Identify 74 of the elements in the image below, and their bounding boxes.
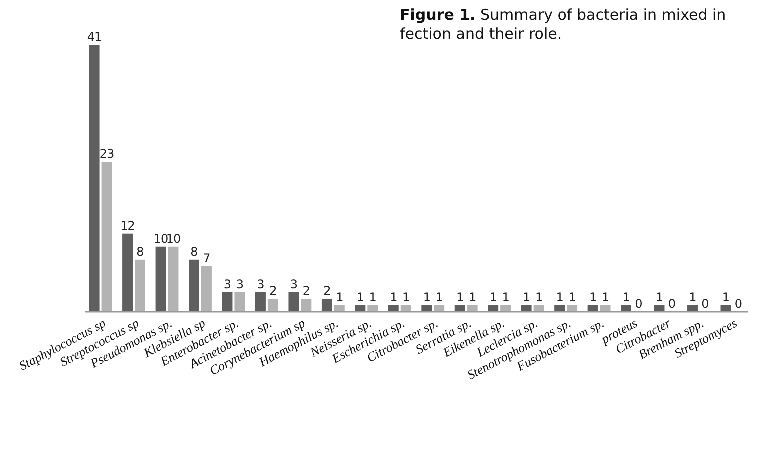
bar: [334, 305, 345, 312]
data-label: 10: [154, 232, 168, 246]
data-label: 3: [290, 277, 298, 292]
bar: [135, 260, 146, 312]
data-label: 2: [270, 284, 277, 298]
data-label: 1: [369, 290, 376, 304]
data-label: 1: [656, 290, 664, 304]
data-label: 1: [456, 290, 464, 304]
data-label: 2: [302, 284, 310, 298]
data-label: 1: [469, 290, 476, 304]
bar: [454, 305, 466, 312]
bar: [621, 305, 632, 312]
data-label: 23: [100, 147, 114, 162]
data-label: 8: [190, 244, 198, 259]
bar: [301, 298, 312, 312]
bar: [567, 305, 578, 312]
data-label: 1: [622, 290, 630, 304]
data-label: 1: [523, 290, 530, 304]
chart-title: Figure 1. Summary of bacteria in mixed in fection and their role.: [400, 6, 726, 43]
bar: [534, 305, 544, 312]
bar: [168, 246, 179, 312]
bar: [122, 234, 134, 312]
bar: [688, 305, 698, 312]
bar: [156, 246, 166, 312]
data-label: 0: [635, 297, 642, 311]
bar: [102, 162, 112, 312]
data-label: 8: [136, 244, 144, 259]
data-label: 1: [423, 290, 430, 304]
bar: [434, 305, 445, 312]
bar: [521, 305, 532, 312]
bar: [322, 298, 332, 312]
data-label: 10: [166, 232, 181, 246]
bar: [467, 305, 478, 312]
bar: [388, 305, 399, 312]
bar: [89, 45, 100, 312]
data-label: 1: [602, 290, 610, 304]
bar: [368, 305, 378, 312]
data-label: 1: [356, 290, 364, 304]
bar: [189, 260, 200, 312]
data-label: 1: [502, 290, 510, 304]
data-label: 1: [589, 290, 597, 304]
data-label: 3: [224, 277, 232, 292]
data-label: 1: [336, 290, 344, 304]
data-label: 0: [702, 297, 709, 311]
data-label: 0: [734, 297, 742, 311]
data-label: 3: [236, 277, 244, 292]
data-label: 7: [203, 251, 210, 266]
bar: [234, 292, 246, 312]
data-label: 1: [689, 290, 696, 304]
data-label: 1: [390, 290, 398, 304]
data-label: 3: [257, 277, 264, 292]
bar: [422, 305, 432, 312]
bar: [588, 305, 598, 312]
data-label: 2: [324, 284, 331, 298]
bar: [255, 292, 266, 312]
data-label: 1: [402, 290, 410, 304]
data-label: 1: [490, 290, 497, 304]
bar: [355, 305, 366, 312]
data-label: 12: [120, 218, 135, 233]
bar: [400, 305, 412, 312]
bar: [201, 266, 212, 312]
bar: [554, 305, 566, 312]
bar: [288, 292, 300, 312]
data-label: 41: [87, 30, 102, 44]
data-label: 0: [668, 297, 676, 311]
data-label: 1: [568, 290, 576, 304]
bar: [500, 305, 512, 312]
bar: [488, 305, 499, 312]
bar: [222, 292, 233, 312]
data-label: 1: [436, 290, 443, 304]
data-label: 1: [556, 290, 564, 304]
data-label: 1: [722, 290, 730, 304]
bar: [268, 298, 278, 312]
data-label: 1: [535, 290, 543, 304]
